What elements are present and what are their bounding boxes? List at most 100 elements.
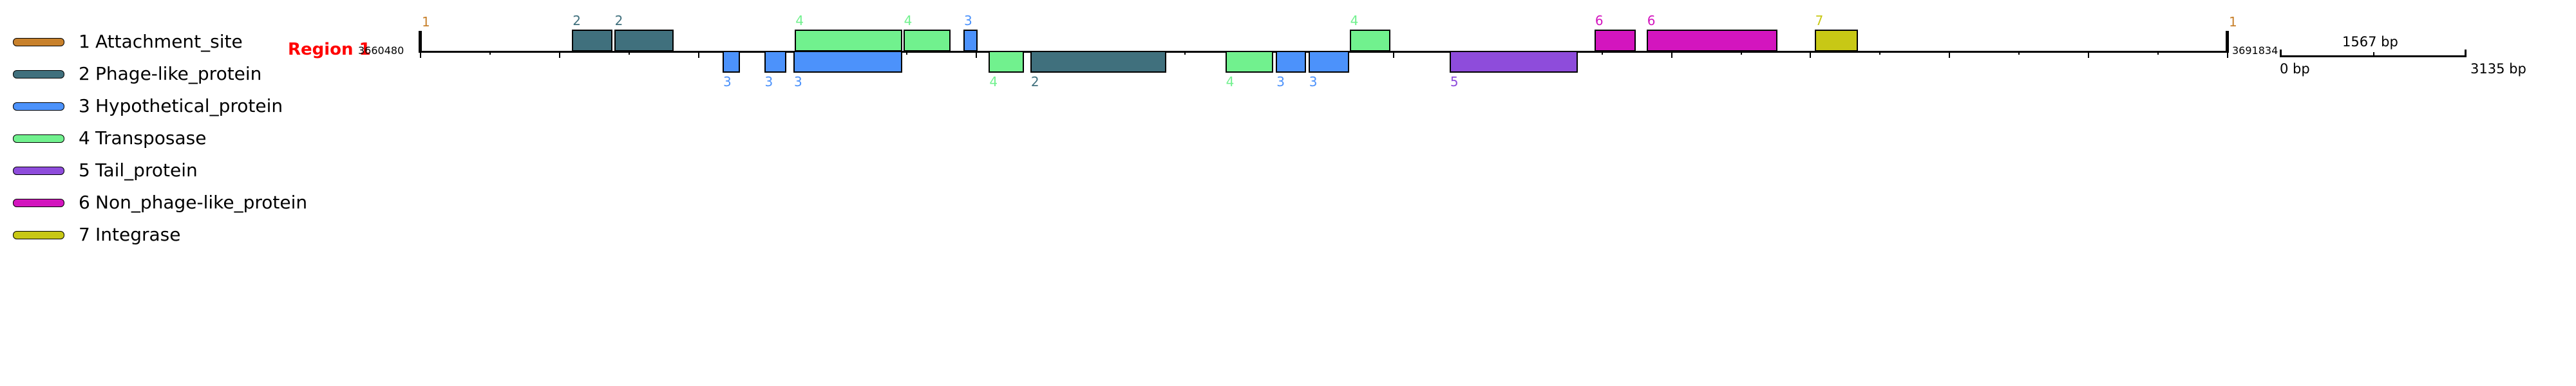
feature-box[interactable] xyxy=(903,30,951,51)
feature-box[interactable] xyxy=(1349,30,1391,51)
feature-box[interactable] xyxy=(1594,30,1636,51)
legend-index: 1 xyxy=(79,31,90,52)
legend-index: 6 xyxy=(79,192,90,213)
feature-label: 4 xyxy=(795,13,804,28)
axis-tick xyxy=(489,51,491,55)
feature-box[interactable] xyxy=(572,30,612,51)
legend: 1 Attachment_site 2 Phage-like_protein 3 Hypo… xyxy=(13,26,374,251)
feature-box[interactable] xyxy=(614,30,674,51)
scalebar-mid-tick xyxy=(2373,52,2374,57)
legend-label: Phage-like_protein xyxy=(95,63,262,84)
legend-index: 3 xyxy=(79,95,90,116)
axis-tick xyxy=(1810,51,1812,58)
feature-label: 5 xyxy=(1450,74,1459,89)
scalebar-cap-left xyxy=(2280,50,2282,57)
feature-box[interactable] xyxy=(1276,51,1307,73)
feature-label: 3 xyxy=(794,74,802,89)
legend-label: Integrase xyxy=(95,224,181,245)
legend-item-hypothetical_protein[interactable]: 3 Hypothetical_protein xyxy=(13,90,374,122)
legend-item-phage-like_protein[interactable]: 2 Phage-like_protein xyxy=(13,58,374,90)
feature-label: 4 xyxy=(989,74,998,89)
region-end-coordinate: 3691834 xyxy=(2232,44,2278,57)
axis-tick xyxy=(976,51,978,58)
scalebar-cap-right xyxy=(2465,50,2467,57)
feature-label: 4 xyxy=(1226,74,1235,89)
attachment-site-label: 1 xyxy=(2229,14,2237,30)
axis-tick xyxy=(1949,51,1951,58)
feature-box[interactable] xyxy=(1449,51,1578,73)
axis-tick xyxy=(2088,51,2090,58)
legend-index: 4 xyxy=(79,127,90,149)
legend-index: 5 xyxy=(79,160,90,181)
legend-index: 7 xyxy=(79,224,90,245)
legend-item-tail_protein[interactable]: 5 Tail_protein xyxy=(13,154,374,187)
axis-tick xyxy=(558,51,560,58)
legend-label: Hypothetical_protein xyxy=(95,95,283,116)
feature-label: 6 xyxy=(1647,13,1656,28)
genome-track: 1 1 3660480 3691834 2 2 3 3 3 4 4 3 4 2 4 3 3 4 5 6 6 7 xyxy=(0,0,2576,129)
attachment-site-label: 1 xyxy=(422,14,430,30)
feature-box[interactable] xyxy=(795,30,902,51)
feature-label: 3 xyxy=(1309,74,1318,89)
axis-tick xyxy=(1392,51,1394,58)
feature-label: 2 xyxy=(614,13,623,28)
axis-tick xyxy=(628,51,630,55)
axis-tick xyxy=(2018,51,2020,55)
feature-box[interactable] xyxy=(764,51,787,73)
axis-tick xyxy=(2157,51,2159,55)
feature-box[interactable] xyxy=(723,51,741,73)
axis-tick xyxy=(1671,51,1672,58)
axis-tick xyxy=(1740,51,1742,55)
feature-label: 2 xyxy=(1030,74,1039,89)
feature-box[interactable] xyxy=(963,30,978,51)
attachment-site-marker xyxy=(2226,31,2229,53)
axis-tick xyxy=(1879,51,1881,55)
legend-label: Transposase xyxy=(95,127,207,149)
scalebar-left-label: 0 bp xyxy=(2280,61,2310,77)
feature-label: 6 xyxy=(1595,13,1604,28)
legend-item-integrase[interactable]: 7 Integrase xyxy=(13,219,374,251)
axis-tick xyxy=(697,51,699,58)
legend-item-attachment_site[interactable]: 1 Attachment_site xyxy=(13,26,374,58)
legend-swatch-hypothetical_protein xyxy=(13,102,64,111)
axis-tick xyxy=(420,51,421,58)
feature-label: 4 xyxy=(1350,13,1359,28)
feature-label: 4 xyxy=(904,13,913,28)
feature-box[interactable] xyxy=(1646,30,1777,51)
legend-swatch-non_phage-like_protein xyxy=(13,198,64,207)
legend-label: Attachment_site xyxy=(95,31,243,52)
feature-box[interactable] xyxy=(1225,51,1273,73)
region-start-coordinate: 3660480 xyxy=(358,44,404,57)
legend-item-transposase[interactable]: 4 Transposase xyxy=(13,122,374,154)
feature-box[interactable] xyxy=(989,51,1025,73)
feature-label: 3 xyxy=(964,13,972,28)
attachment-site-marker xyxy=(419,31,422,53)
legend-swatch-tail_protein xyxy=(13,166,64,175)
feature-label: 3 xyxy=(764,74,773,89)
axis-tick xyxy=(1601,51,1603,55)
legend-swatch-integrase xyxy=(13,230,64,239)
region-title: Region 1 xyxy=(288,40,371,59)
feature-label: 2 xyxy=(573,13,581,28)
feature-box[interactable] xyxy=(1030,51,1166,73)
feature-box[interactable] xyxy=(793,51,902,73)
legend-label: Non_phage-like_protein xyxy=(95,192,308,213)
scalebar-right-label: 3135 bp xyxy=(2470,61,2526,77)
feature-label: 3 xyxy=(1276,74,1285,89)
legend-index: 2 xyxy=(79,63,90,84)
scalebar-mid-label: 1567 bp xyxy=(2342,34,2398,50)
scale-bar: 1567 bp 0 bp 3135 bp xyxy=(2280,31,2526,77)
legend-swatch-attachment_site xyxy=(13,37,64,46)
legend-swatch-transposase xyxy=(13,134,64,143)
feature-label: 3 xyxy=(723,74,732,89)
axis-tick xyxy=(906,51,908,55)
legend-label: Tail_protein xyxy=(95,160,198,181)
feature-box[interactable] xyxy=(1814,30,1858,51)
legend-swatch-phage-like_protein xyxy=(13,69,64,78)
feature-label: 7 xyxy=(1815,13,1824,28)
axis-tick xyxy=(1184,51,1186,55)
legend-item-non_phage-like_protein[interactable]: 6 Non_phage-like_protein xyxy=(13,187,374,219)
axis-tick xyxy=(2227,51,2228,58)
feature-box[interactable] xyxy=(1308,51,1350,73)
